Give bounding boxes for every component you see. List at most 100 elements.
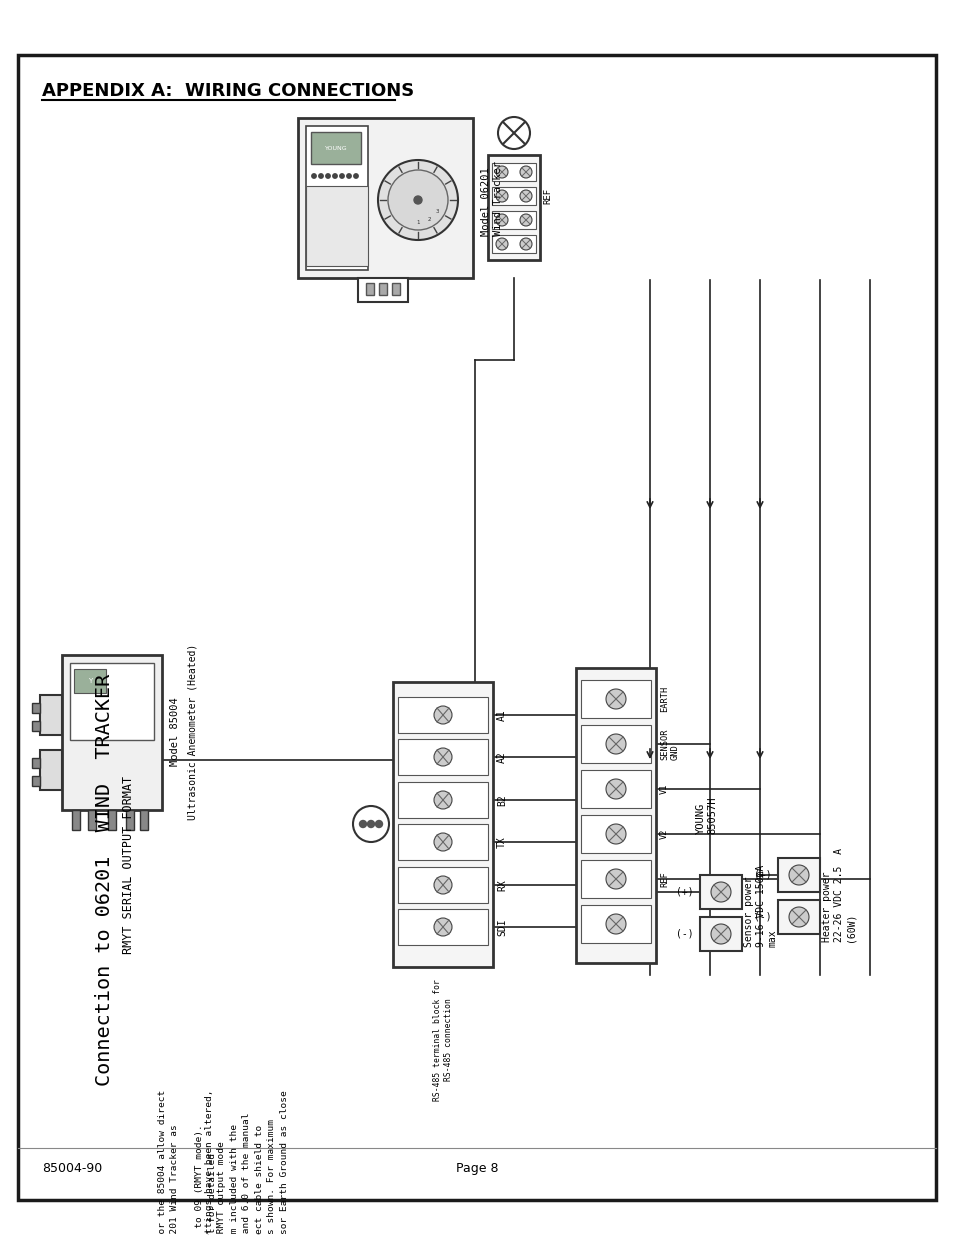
- Circle shape: [359, 820, 366, 827]
- Circle shape: [496, 238, 507, 249]
- Bar: [576, 668, 656, 963]
- Bar: [306, 186, 368, 266]
- Text: (+): (+): [676, 887, 693, 897]
- Text: Sensor power
9-16 VDC 150mA
max: Sensor power 9-16 VDC 150mA max: [743, 864, 777, 947]
- Bar: [397, 782, 488, 818]
- Text: Ultrasonic Anemometer (Heated): Ultrasonic Anemometer (Heated): [188, 643, 198, 820]
- Text: YOUNG
85057H: YOUNG 85057H: [696, 797, 717, 834]
- Circle shape: [788, 864, 808, 885]
- Bar: [62, 655, 162, 810]
- Text: REF: REF: [659, 871, 668, 887]
- Bar: [393, 682, 493, 967]
- Bar: [778, 858, 820, 892]
- Text: APPENDIX A:  WIRING CONNECTIONS: APPENDIX A: WIRING CONNECTIONS: [42, 82, 414, 100]
- Bar: [580, 815, 650, 853]
- Circle shape: [375, 820, 382, 827]
- Circle shape: [326, 174, 330, 178]
- Text: YOUNG: YOUNG: [324, 146, 347, 151]
- Circle shape: [605, 869, 625, 889]
- Text: Model 06201
Wind Tracker: Model 06201 Wind Tracker: [480, 161, 502, 236]
- Bar: [126, 810, 133, 830]
- Circle shape: [434, 876, 452, 894]
- Text: A1: A1: [497, 709, 506, 721]
- Text: SENSOR
GND: SENSOR GND: [659, 729, 679, 760]
- Text: Connection to 06201  WIND  TRACKER: Connection to 06201 WIND TRACKER: [95, 674, 113, 1086]
- Circle shape: [605, 914, 625, 934]
- Bar: [492, 186, 536, 205]
- Bar: [700, 876, 741, 909]
- Bar: [397, 909, 488, 945]
- Bar: [357, 278, 408, 303]
- Text: 1: 1: [416, 220, 419, 225]
- Text: REF: REF: [542, 188, 552, 204]
- Bar: [70, 663, 153, 740]
- Bar: [778, 900, 820, 934]
- Bar: [88, 810, 96, 830]
- Circle shape: [339, 174, 344, 178]
- Text: B2: B2: [497, 794, 506, 806]
- Circle shape: [354, 174, 357, 178]
- Bar: [397, 824, 488, 860]
- Circle shape: [388, 170, 448, 230]
- Bar: [580, 680, 650, 718]
- Bar: [580, 905, 650, 944]
- Bar: [492, 163, 536, 182]
- Bar: [580, 769, 650, 808]
- Text: Y: Y: [88, 678, 92, 684]
- Bar: [32, 703, 40, 713]
- Circle shape: [519, 190, 532, 203]
- Text: V2: V2: [659, 829, 668, 840]
- Circle shape: [434, 832, 452, 851]
- Bar: [700, 918, 741, 951]
- Bar: [297, 119, 473, 278]
- Circle shape: [496, 214, 507, 226]
- Bar: [397, 867, 488, 903]
- Text: (+): (+): [754, 869, 771, 881]
- Bar: [311, 132, 360, 164]
- Circle shape: [519, 214, 532, 226]
- Bar: [140, 810, 148, 830]
- Text: RX: RX: [497, 879, 506, 890]
- Text: (-): (-): [676, 929, 693, 939]
- Bar: [580, 725, 650, 763]
- Text: V1: V1: [659, 784, 668, 794]
- Text: 2: 2: [427, 216, 431, 221]
- Circle shape: [377, 161, 457, 240]
- Text: Default factory settings for the 85004 allow direct
connection to the Young 0620: Default factory settings for the 85004 a…: [158, 1091, 230, 1235]
- Circle shape: [434, 918, 452, 936]
- Bar: [492, 235, 536, 253]
- Text: A2: A2: [497, 751, 506, 763]
- Circle shape: [312, 174, 315, 178]
- Text: Use shielded cable. Connect cable shield to
ground at one end only as shown. For: Use shielded cable. Connect cable shield…: [254, 1091, 301, 1235]
- Circle shape: [605, 779, 625, 799]
- Text: SDI: SDI: [497, 918, 506, 936]
- Text: 85004-90: 85004-90: [42, 1162, 102, 1174]
- Bar: [397, 739, 488, 776]
- Circle shape: [605, 734, 625, 755]
- Bar: [40, 750, 62, 790]
- Bar: [492, 211, 536, 228]
- Circle shape: [519, 165, 532, 178]
- Circle shape: [519, 238, 532, 249]
- Bar: [580, 860, 650, 898]
- Text: Model 85004: Model 85004: [170, 698, 180, 767]
- Bar: [366, 283, 374, 295]
- Circle shape: [496, 190, 507, 203]
- Bar: [108, 810, 116, 830]
- Circle shape: [710, 924, 730, 944]
- Circle shape: [497, 117, 530, 149]
- Circle shape: [710, 882, 730, 902]
- Text: RS-485 terminal block for
RS-485 connection: RS-485 terminal block for RS-485 connect…: [433, 979, 453, 1100]
- Bar: [32, 776, 40, 785]
- Text: 3: 3: [435, 209, 438, 214]
- Circle shape: [605, 689, 625, 709]
- Bar: [32, 758, 40, 768]
- Bar: [306, 126, 368, 270]
- Circle shape: [367, 820, 375, 827]
- Text: (-): (-): [754, 911, 771, 923]
- Circle shape: [605, 824, 625, 844]
- Circle shape: [496, 165, 507, 178]
- Bar: [40, 695, 62, 735]
- Circle shape: [353, 806, 389, 842]
- Circle shape: [414, 196, 421, 204]
